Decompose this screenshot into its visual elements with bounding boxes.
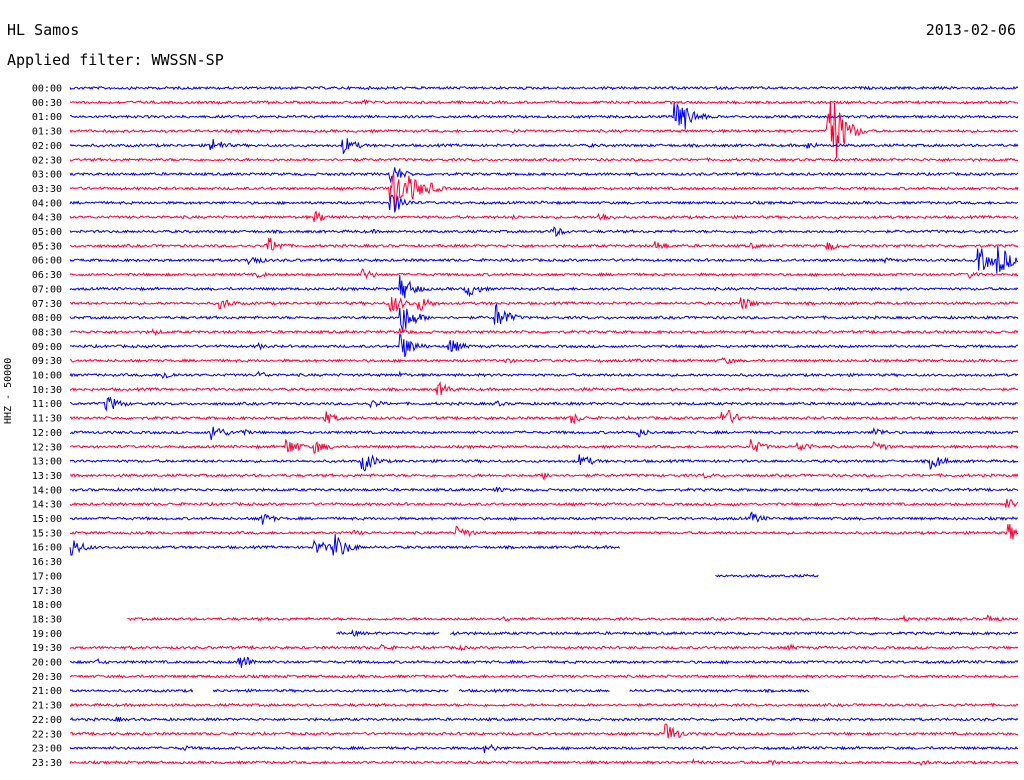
- time-tick-label: 20:30: [32, 672, 62, 683]
- time-tick-label: 04:00: [32, 198, 62, 209]
- trace-line: [69, 486, 1019, 494]
- trace-line: [69, 498, 1019, 509]
- trace-line: [69, 357, 1019, 364]
- trace-line: [69, 138, 1019, 155]
- time-tick-label: 05:00: [32, 227, 62, 238]
- time-tick-label: 03:30: [32, 184, 62, 195]
- time-tick-label: 00:00: [32, 84, 62, 95]
- time-tick-label: 13:00: [32, 457, 62, 468]
- trace-line: [69, 237, 1019, 251]
- time-tick-label: 19:30: [32, 643, 62, 654]
- time-tick-label: 14:30: [32, 500, 62, 511]
- time-tick-label: 11:30: [32, 414, 62, 425]
- trace-line: [69, 157, 1019, 163]
- trace-line: [69, 471, 1019, 481]
- trace-line: [69, 396, 1019, 412]
- time-tick-label: 16:30: [32, 557, 62, 568]
- time-tick-label: 12:00: [32, 428, 62, 439]
- time-tick-label: 23:00: [32, 744, 62, 755]
- time-tick-label: 15:30: [32, 528, 62, 539]
- time-tick-label: 06:30: [32, 270, 62, 281]
- trace-line: [69, 723, 1019, 739]
- trace-line: [69, 173, 1019, 210]
- trace-line: [69, 743, 1019, 754]
- time-tick-label: 05:30: [32, 241, 62, 252]
- trace-line: [69, 296, 1019, 313]
- time-tick-label: 21:30: [32, 701, 62, 712]
- trace-line: [69, 702, 1019, 708]
- filter-label: Applied filter: WWSSN-SP: [7, 51, 224, 69]
- time-tick-label: 01:00: [32, 112, 62, 123]
- time-tick-label: 01:30: [32, 127, 62, 138]
- time-tick-label: 00:30: [32, 98, 62, 109]
- time-tick-label: 14:00: [32, 485, 62, 496]
- trace-line: [69, 167, 1019, 184]
- trace-line: [69, 523, 1019, 540]
- time-tick-label: 13:30: [32, 471, 62, 482]
- time-tick-label: 03:00: [32, 170, 62, 181]
- time-tick-label: 10:30: [32, 385, 62, 396]
- trace-line: [69, 328, 1019, 337]
- trace-line: [70, 511, 1019, 525]
- time-tick-label: 07:00: [32, 284, 62, 295]
- trace-line: [69, 673, 1019, 679]
- trace-line: [69, 758, 1018, 767]
- time-tick-label: 16:00: [32, 543, 62, 554]
- time-tick-label: 23:30: [32, 758, 62, 769]
- time-tick-label: 08:00: [32, 313, 62, 324]
- trace-line: [336, 629, 1018, 638]
- time-tick-label: 09:00: [32, 342, 62, 353]
- trace-line: [69, 226, 1019, 238]
- time-tick-label: 02:00: [32, 141, 62, 152]
- trace-line: [69, 303, 1019, 333]
- trace-line: [69, 210, 1019, 223]
- trace-line: [127, 614, 1019, 623]
- trace-line: [69, 194, 1019, 213]
- trace-line: [69, 101, 1019, 158]
- time-tick-label: 08:30: [32, 327, 62, 338]
- trace-line: [69, 426, 1019, 441]
- time-tick-label: 04:30: [32, 213, 62, 224]
- trace-line: [69, 656, 1019, 668]
- trace-line: [69, 268, 1019, 280]
- trace-line: [69, 410, 1019, 425]
- time-tick-label: 17:00: [32, 571, 62, 582]
- time-tick-label: 06:00: [32, 256, 62, 267]
- time-tick-label: 21:00: [32, 686, 62, 697]
- time-tick-label: 07:30: [32, 299, 62, 310]
- trace-line: [69, 643, 1019, 652]
- trace-line: [69, 102, 1019, 130]
- time-tick-label: 10:00: [32, 371, 62, 382]
- trace-line: [69, 716, 1019, 722]
- trace-line: [69, 439, 1019, 455]
- time-tick-label: 22:30: [32, 729, 62, 740]
- trace-line: [69, 454, 1019, 472]
- trace-line: [69, 99, 1019, 106]
- trace-line: [69, 370, 1019, 380]
- trace-line: [69, 688, 810, 694]
- time-tick-label: 15:00: [32, 514, 62, 525]
- time-tick-label: 02:30: [32, 155, 62, 166]
- time-tick-label: 18:00: [32, 600, 62, 611]
- time-tick-label: 19:00: [32, 629, 62, 640]
- time-tick-label: 17:30: [32, 586, 62, 597]
- time-tick-label: 11:00: [32, 399, 62, 410]
- time-tick-label: 22:00: [32, 715, 62, 726]
- trace-line: [69, 85, 1019, 91]
- trace-line: [69, 533, 621, 556]
- trace-line: [69, 333, 1019, 357]
- station-name: HL Samos: [7, 21, 80, 39]
- trace-line: [69, 380, 1019, 396]
- time-tick-label: 20:00: [32, 658, 62, 669]
- trace-line: [69, 275, 1019, 299]
- time-tick-label: 12:30: [32, 442, 62, 453]
- time-tick-label: 18:30: [32, 614, 62, 625]
- time-tick-label: 09:30: [32, 356, 62, 367]
- trace-line: [69, 245, 1019, 274]
- trace-line: [715, 573, 819, 578]
- record-date: 2013-02-06: [925, 21, 1016, 39]
